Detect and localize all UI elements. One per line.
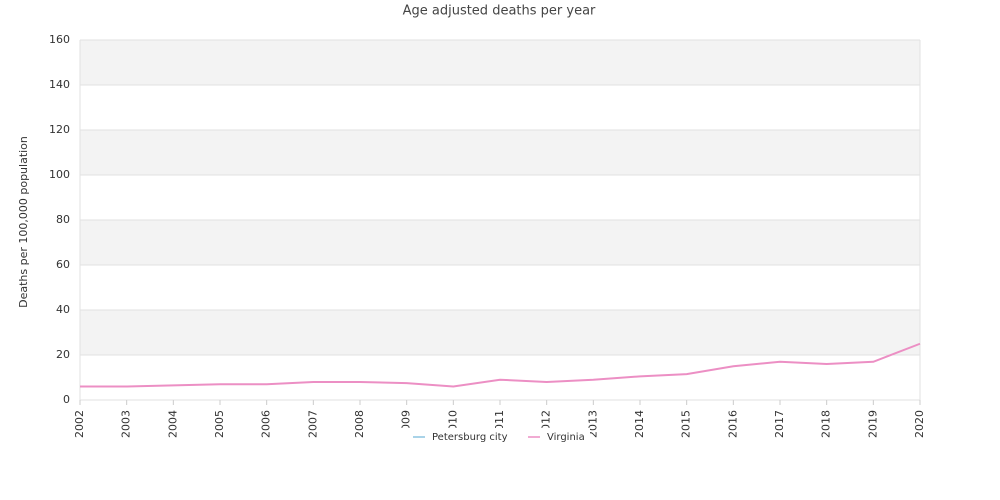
chart-title: Age adjusted deaths per year <box>403 4 596 19</box>
y-tick-label: 120 <box>49 123 70 136</box>
y-axis-label: Deaths per 100,000 population <box>17 136 30 308</box>
x-tick-label: 2003 <box>120 410 133 438</box>
legend-background <box>400 428 590 446</box>
grid-band <box>80 40 920 85</box>
x-tick-label: 2016 <box>726 410 739 438</box>
y-tick-label: 140 <box>49 78 70 91</box>
x-tick-label: 2014 <box>633 410 646 438</box>
x-tick-label: 2008 <box>353 410 366 438</box>
x-tick-label: 2015 <box>680 410 693 438</box>
x-tick-label: 2004 <box>166 410 179 438</box>
x-tick-label: 2005 <box>213 410 226 438</box>
grid-band <box>80 220 920 265</box>
y-tick-label: 20 <box>56 348 70 361</box>
x-tick-label: 2019 <box>866 410 879 438</box>
x-tick-label: 2006 <box>260 410 273 438</box>
series-line <box>80 342 921 388</box>
y-tick-label: 0 <box>63 393 70 406</box>
legend-label: Petersburg city <box>432 432 508 443</box>
x-tick-label: 2017 <box>773 410 786 438</box>
x-tick-label: 2020 <box>913 410 926 438</box>
x-tick-label: 2018 <box>820 410 833 438</box>
y-tick-label: 100 <box>49 168 70 181</box>
y-tick-label: 60 <box>56 258 70 271</box>
y-tick-label: 40 <box>56 303 70 316</box>
x-tick-label: 2002 <box>73 410 86 438</box>
grid-band <box>80 130 920 175</box>
y-tick-label: 80 <box>56 213 70 226</box>
y-tick-label: 160 <box>49 33 70 46</box>
x-tick-label: 2007 <box>306 410 319 438</box>
legend-label: Virginia <box>547 432 585 443</box>
grid-band <box>80 310 920 355</box>
